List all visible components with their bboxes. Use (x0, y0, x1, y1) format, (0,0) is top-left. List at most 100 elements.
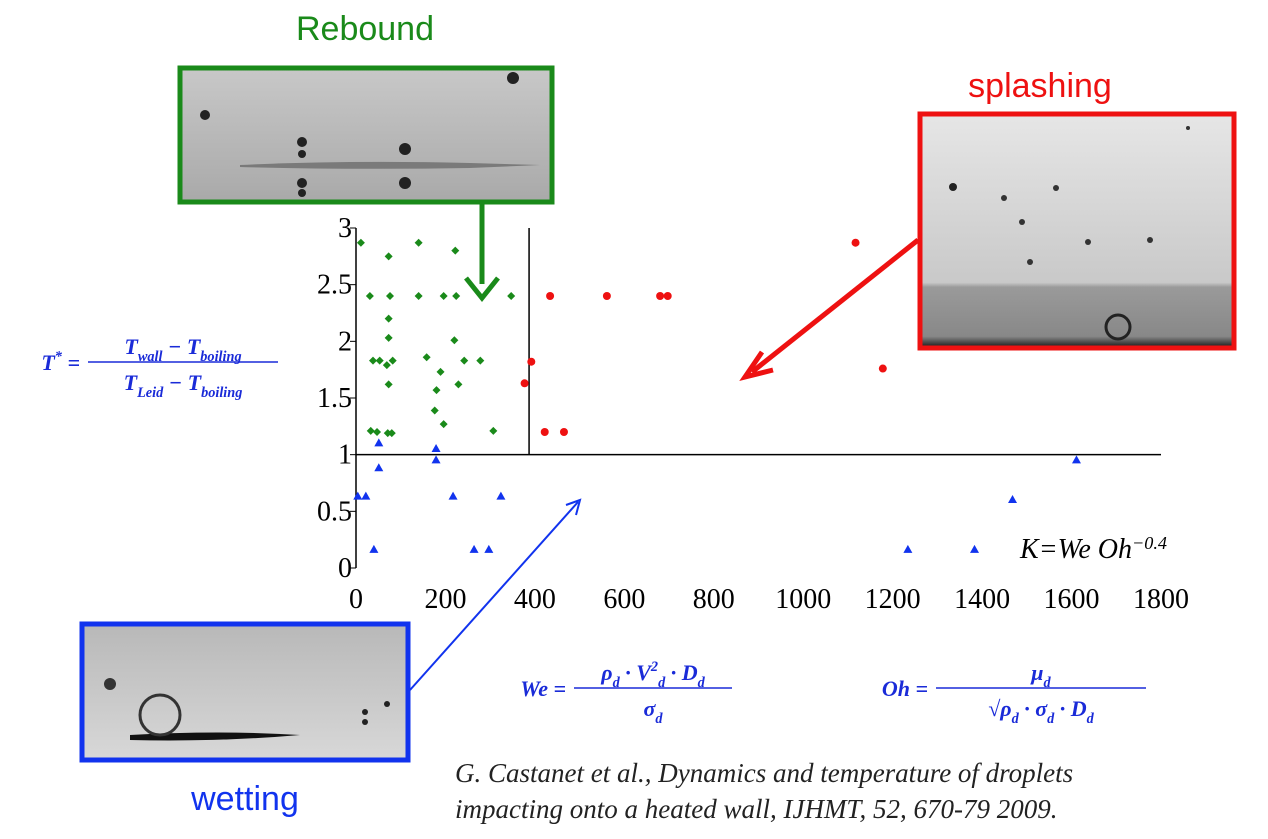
splashing-arrow (750, 238, 920, 374)
formula-part: d (655, 711, 663, 727)
point (663, 292, 672, 300)
point (431, 444, 441, 452)
formula-denominator: √ρd · σd · Dd (988, 696, 1094, 727)
x-tick-label: 600 (603, 584, 645, 615)
point (387, 429, 396, 438)
point (439, 292, 448, 300)
formula-part: · (1054, 696, 1071, 721)
formula-part: σ (643, 696, 656, 721)
point (439, 420, 448, 429)
x-tick-label: 1400 (954, 584, 1010, 615)
formula-part: 2 (650, 659, 658, 675)
point (374, 463, 384, 472)
y-tick-label: 2 (338, 326, 352, 357)
x-tick-label: 1800 (1133, 584, 1189, 615)
formula-part: d (1044, 675, 1052, 691)
point (507, 292, 516, 300)
formula-part: V (636, 660, 653, 685)
point (384, 333, 393, 342)
formula-part: · (665, 660, 682, 685)
rebound-arrowhead (464, 276, 500, 303)
formula-part: d (698, 675, 706, 691)
formula-denominator: TLeid − Tboiling (124, 370, 243, 401)
formula-numerator: Twall − Tboiling (124, 334, 241, 365)
wetting-label: wetting (190, 780, 299, 818)
x-tick-label: 1600 (1044, 584, 1100, 615)
point (496, 491, 506, 500)
formula-part: Oh = (882, 676, 928, 701)
point (559, 428, 568, 436)
x-tick-label: 1200 (865, 584, 921, 615)
x-tick-label: 200 (424, 584, 466, 615)
x-tick-label: 800 (693, 584, 735, 615)
formula-part: μ (1030, 660, 1043, 685)
formula-lhs: T* = (41, 349, 80, 375)
point (356, 238, 365, 247)
point (476, 356, 485, 365)
formula-part: boiling (200, 349, 241, 365)
y-tick-label: 2.5 (317, 270, 352, 301)
point (540, 428, 549, 436)
point (527, 357, 536, 366)
formula-part: · (1019, 696, 1036, 721)
formula-denominator: σd (643, 696, 663, 727)
annotation: K=We Oh−0.4 (1019, 533, 1167, 565)
point (383, 429, 392, 438)
formula-part: d (613, 675, 621, 691)
formula-part: − (162, 334, 186, 359)
rebound-photo (177, 65, 555, 205)
formula-part: Leid (136, 385, 164, 401)
citation: impacting onto a heated wall, IJHMT, 52,… (455, 794, 1057, 824)
point (851, 238, 860, 247)
formula-part: ρ (999, 696, 1011, 721)
point (414, 292, 423, 300)
point (489, 426, 498, 435)
point (451, 246, 460, 255)
formula-part: * (55, 349, 63, 365)
formula-part: D (1070, 696, 1087, 721)
formula-part: − (163, 370, 187, 395)
point (366, 426, 375, 435)
rebound-label: Rebound (296, 10, 434, 48)
point (452, 292, 461, 300)
formula-part: T (124, 370, 139, 395)
wetting-arrow (409, 501, 579, 691)
point (373, 428, 382, 436)
point (361, 491, 371, 500)
formula-part: wall (138, 349, 163, 365)
formula-part: σ (1035, 696, 1048, 721)
formula-part: d (1087, 711, 1095, 727)
formula-numerator: ρd · V2d · Dd (600, 659, 705, 691)
formula-part: D (681, 660, 698, 685)
x-tick-label: 1000 (775, 584, 831, 615)
point (384, 252, 393, 261)
formula-part: ρ (600, 660, 612, 685)
point (454, 380, 463, 389)
formula-part: d (1012, 711, 1020, 727)
x-tick-label: 0 (349, 584, 363, 615)
formula-part: boiling (201, 385, 242, 401)
point (1071, 455, 1081, 464)
formula-part: T (124, 334, 139, 359)
point (970, 544, 980, 553)
point (388, 356, 397, 365)
point (469, 544, 479, 553)
point (365, 292, 374, 300)
wetting-arrowhead (565, 498, 582, 516)
point (436, 367, 445, 376)
point (422, 353, 431, 362)
formula-lhs: We = (520, 676, 566, 701)
point (384, 380, 393, 389)
point (448, 491, 458, 500)
point (460, 356, 469, 365)
formula-part: T (41, 350, 56, 375)
formula-part: K (1019, 534, 1040, 565)
point (432, 386, 441, 395)
formula-part: −0.4 (1132, 533, 1167, 553)
plot: 0 0.5 1 1.5 2 2.5 3 0 200 400 600 800 1000 1200 1400 16… (41, 213, 1189, 727)
formula-part: √ (988, 696, 1001, 721)
point (368, 356, 377, 365)
point (450, 336, 459, 345)
point (414, 238, 423, 247)
point (353, 491, 363, 500)
